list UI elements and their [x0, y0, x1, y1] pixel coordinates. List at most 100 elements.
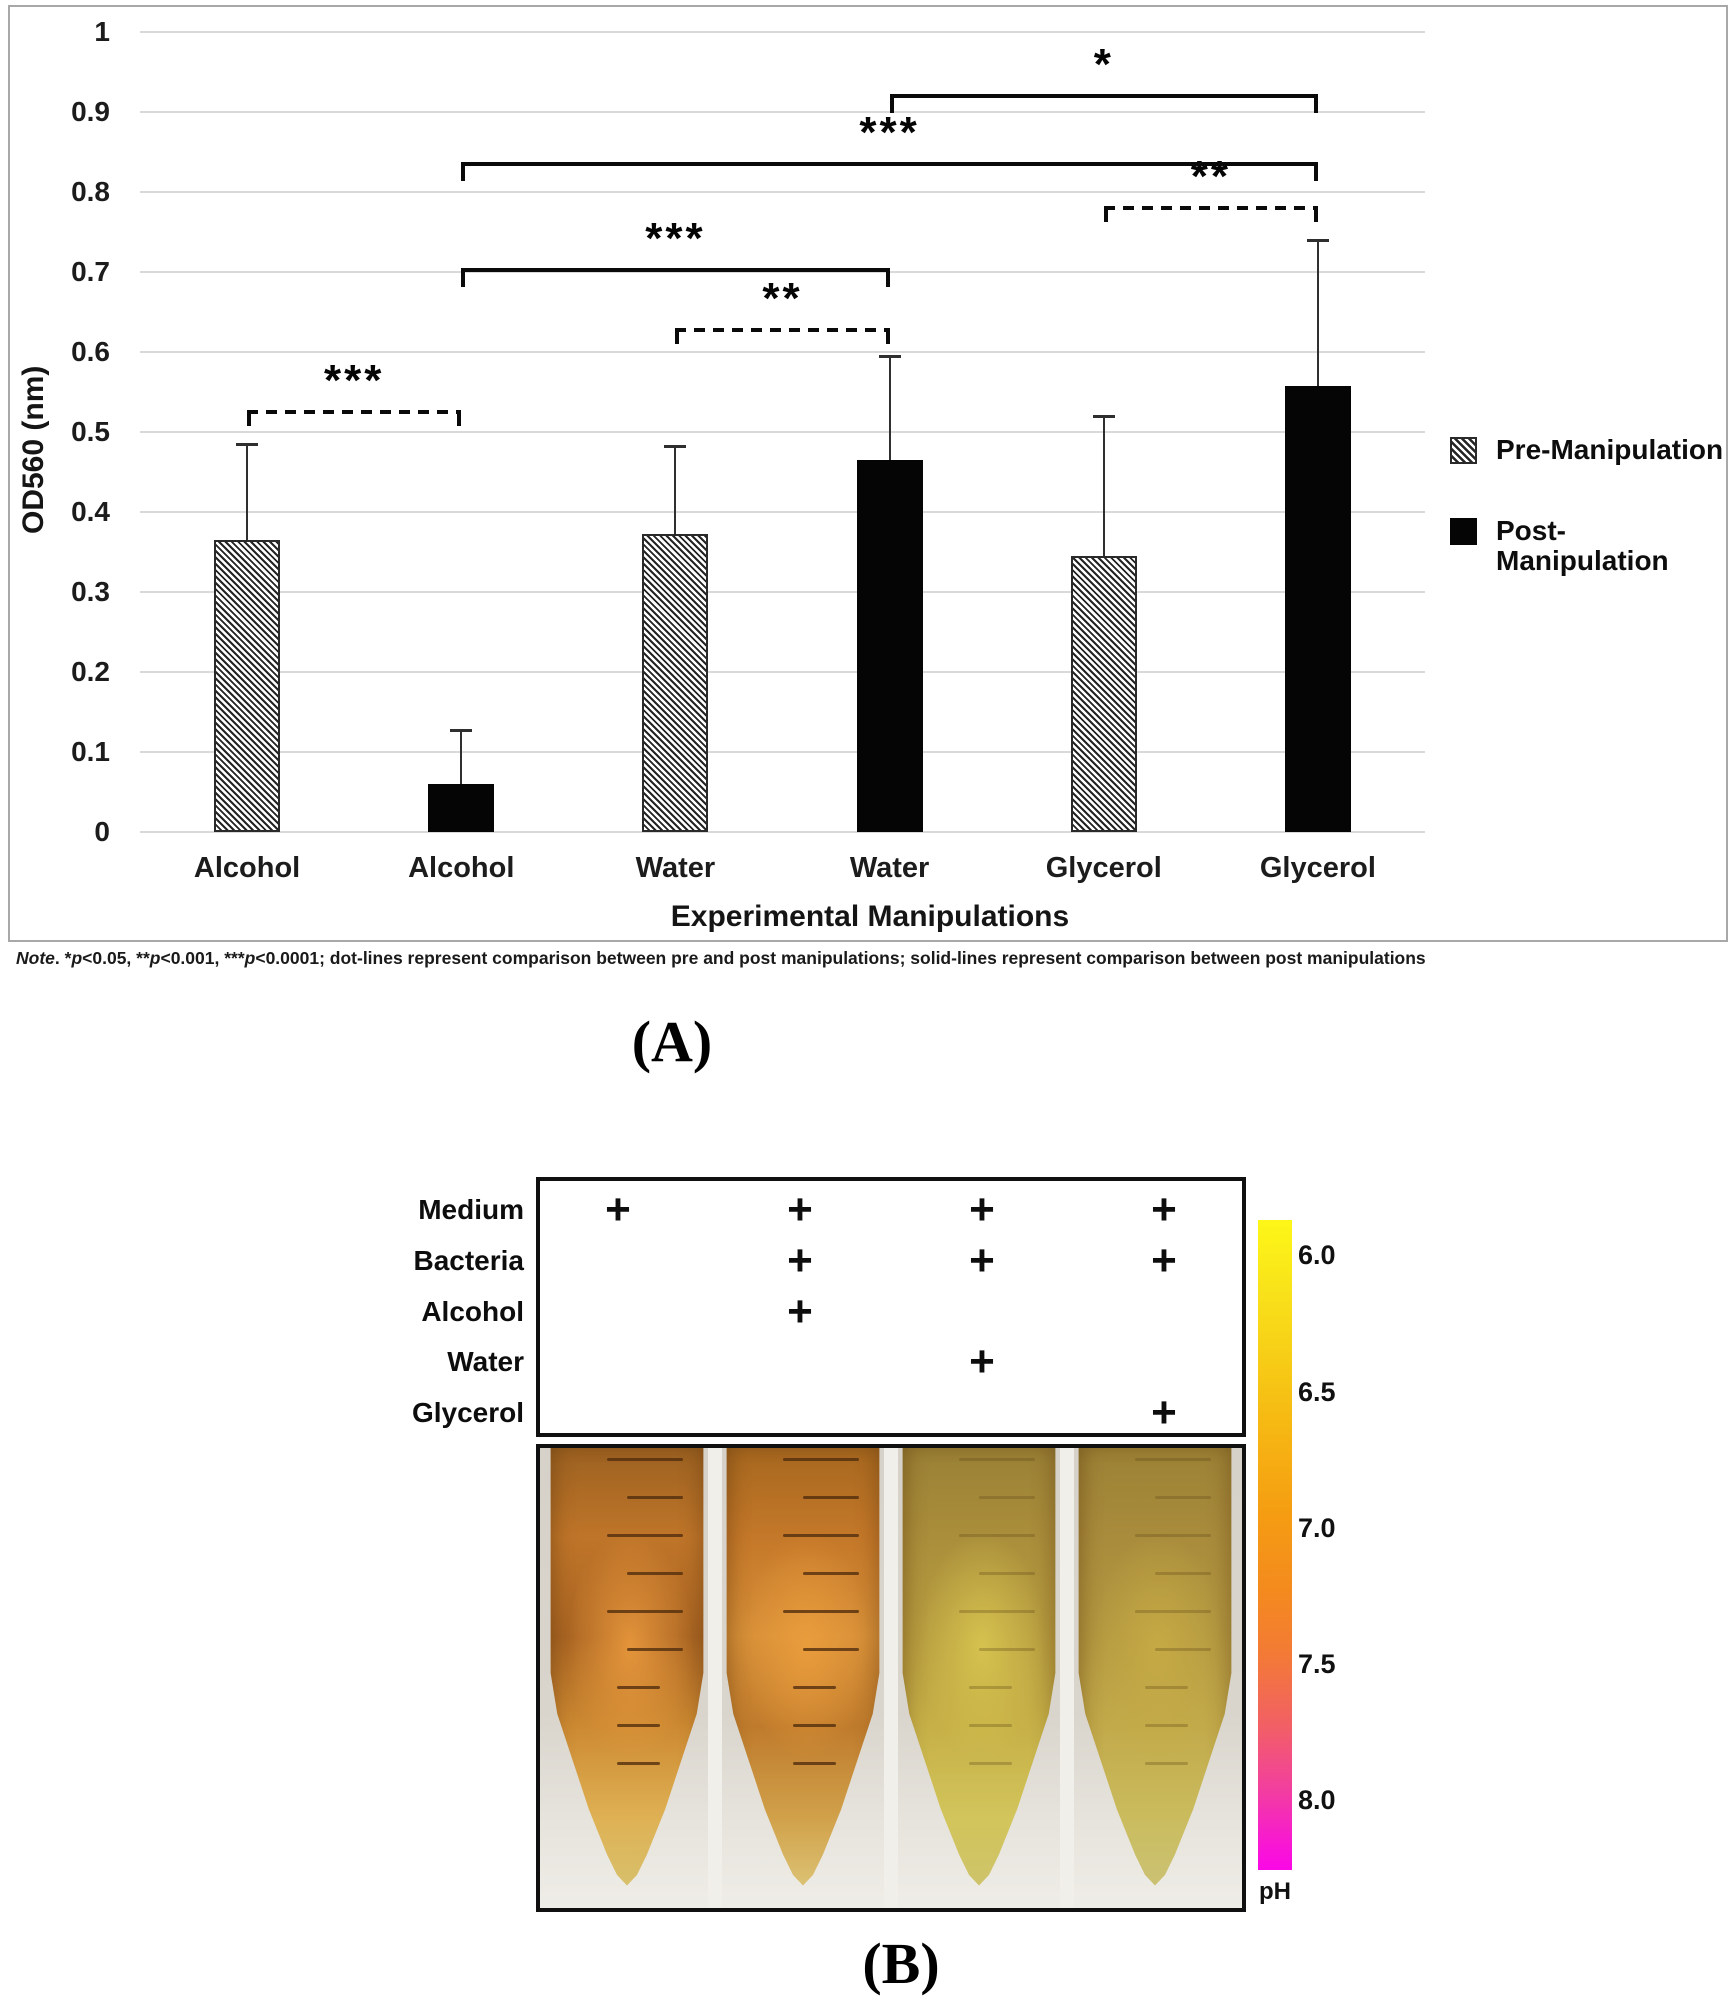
- significance-label-1: *: [1093, 40, 1114, 89]
- note-text-segment: Note: [16, 948, 55, 968]
- y-tick-label-0.4: 0.4: [71, 496, 110, 527]
- x-category-label-5: Glycerol: [1259, 852, 1376, 884]
- tube-graduation-mark: [607, 1458, 684, 1461]
- ph-tick-label-7.5: 7.5: [1298, 1649, 1336, 1679]
- tube-graduation-mark: [803, 1496, 860, 1499]
- panel-b-condition-table: [536, 1177, 1246, 1437]
- tube-graduation-mark: [1145, 1686, 1189, 1689]
- x-axis-title: Experimental Manipulations: [670, 900, 1070, 933]
- tube-graduation-mark: [1155, 1648, 1212, 1651]
- tube-graduation-mark: [617, 1724, 661, 1727]
- gridline-1: [140, 31, 1425, 33]
- error-bar-line: [674, 446, 677, 549]
- bracket-end-tick: [1103, 209, 1108, 222]
- error-bar-line: [460, 729, 463, 798]
- gridline-0.8: [140, 191, 1425, 193]
- bracket-end-tick: [885, 271, 890, 287]
- significance-label-3: ***: [645, 214, 706, 263]
- note-text-segment: p: [71, 948, 83, 968]
- tube-graduation-mark: [969, 1724, 1013, 1727]
- plus-mark-alcohol-col2: +: [787, 1286, 813, 1336]
- ph-axis-label: pH: [1259, 1878, 1291, 1905]
- note-text-segment: p: [149, 948, 161, 968]
- tube-graduation-mark: [959, 1610, 1036, 1613]
- y-tick-label-1: 1: [94, 16, 110, 47]
- significance-bracket-3: [461, 268, 890, 272]
- tube-graduation-mark: [1135, 1458, 1212, 1461]
- panel-a-label: (A): [631, 1009, 713, 1074]
- table-row-label-medium: Medium: [418, 1194, 524, 1225]
- tube-graduation-mark: [783, 1610, 860, 1613]
- tube-graduation-mark: [1145, 1724, 1189, 1727]
- error-bar-cap: [664, 445, 687, 449]
- significance-label-2: **: [1190, 152, 1231, 201]
- legend-swatch-post-solid: [1450, 518, 1477, 545]
- bar-pre-glycerol: [1070, 556, 1137, 832]
- y-tick-label-0.8: 0.8: [71, 176, 110, 207]
- y-tick-label-0: 0: [94, 816, 110, 847]
- tube-graduation-mark: [793, 1762, 837, 1765]
- error-bar-cap: [1092, 415, 1115, 418]
- tube-graduation-mark: [627, 1496, 684, 1499]
- tube-graduation-mark: [1135, 1610, 1212, 1613]
- tube-gap: [1060, 1448, 1074, 1908]
- bar-pre-water: [642, 534, 709, 832]
- bar-post-glycerol: [1284, 385, 1351, 832]
- significance-bracket-0: [247, 410, 462, 414]
- y-tick-label-0.2: 0.2: [71, 656, 110, 687]
- bracket-end-tick: [461, 271, 466, 287]
- figure-note: Note. *p<0.05, **p<0.001, ***p<0.0001; d…: [16, 948, 1722, 969]
- table-row-label-water: Water: [447, 1346, 524, 1378]
- note-text-segment: <0.0001; dot-lines represent comparison …: [255, 948, 1426, 968]
- plus-mark-medium-col1: +: [605, 1185, 631, 1234]
- plus-mark-water-col3: +: [969, 1337, 995, 1387]
- tube-photo: [536, 1444, 1246, 1912]
- bracket-end-tick: [885, 331, 890, 344]
- tube-graduation-mark: [793, 1686, 837, 1689]
- plus-mark-bacteria-col4: +: [1151, 1235, 1177, 1285]
- x-category-label-2: Water: [635, 852, 716, 884]
- ph-color-scale: [1258, 1220, 1292, 1870]
- bracket-end-tick: [1313, 97, 1318, 113]
- table-row-label-alcohol: Alcohol: [421, 1295, 524, 1327]
- gridline-0.7: [140, 271, 1425, 273]
- bracket-end-tick: [1313, 209, 1318, 222]
- bar-post-water: [856, 460, 923, 832]
- tube-graduation-mark: [627, 1572, 684, 1575]
- error-bar-cap: [450, 728, 473, 732]
- x-category-label-3: Water: [849, 852, 930, 884]
- gridline-0.5: [140, 431, 1425, 433]
- gridline-0.1: [140, 751, 1425, 753]
- tube-graduation-mark: [617, 1686, 661, 1689]
- significance-label-3: ***: [323, 356, 385, 405]
- significance-label-2: **: [762, 274, 803, 323]
- tube-graduation-mark: [979, 1572, 1036, 1575]
- bar-pre-alcohol: [214, 540, 281, 832]
- tube-gap: [884, 1448, 898, 1908]
- tube-graduation-mark: [959, 1458, 1036, 1461]
- panel-b-label: (B): [862, 1931, 940, 1996]
- x-category-label-1: Alcohol: [408, 852, 515, 884]
- gridline-0: [140, 831, 1425, 833]
- error-bar-cap: [878, 355, 901, 358]
- legend-label-pre: Pre-Manipulation: [1496, 434, 1724, 465]
- bracket-end-tick: [675, 331, 680, 344]
- error-bar-line: [888, 356, 891, 474]
- significance-bracket-4: [461, 162, 1318, 166]
- plus-mark-bacteria-col3: +: [969, 1235, 995, 1285]
- tube-graduation-mark: [803, 1572, 860, 1575]
- table-row-label-glycerol: Glycerol: [411, 1397, 524, 1429]
- bracket-end-tick: [457, 413, 462, 426]
- ph-tick-label-6.5: 6.5: [1298, 1377, 1336, 1407]
- y-tick-label-0.9: 0.9: [71, 96, 110, 127]
- gridline-0.2: [140, 671, 1425, 673]
- note-text-segment: <0.001, ***: [160, 948, 245, 968]
- tube-graduation-mark: [979, 1496, 1036, 1499]
- bracket-end-tick: [1313, 165, 1318, 181]
- legend-swatch-pre-hatch: [1450, 437, 1477, 464]
- significance-bracket-1: [675, 328, 890, 332]
- plus-mark-glycerol-col4: +: [1151, 1388, 1177, 1438]
